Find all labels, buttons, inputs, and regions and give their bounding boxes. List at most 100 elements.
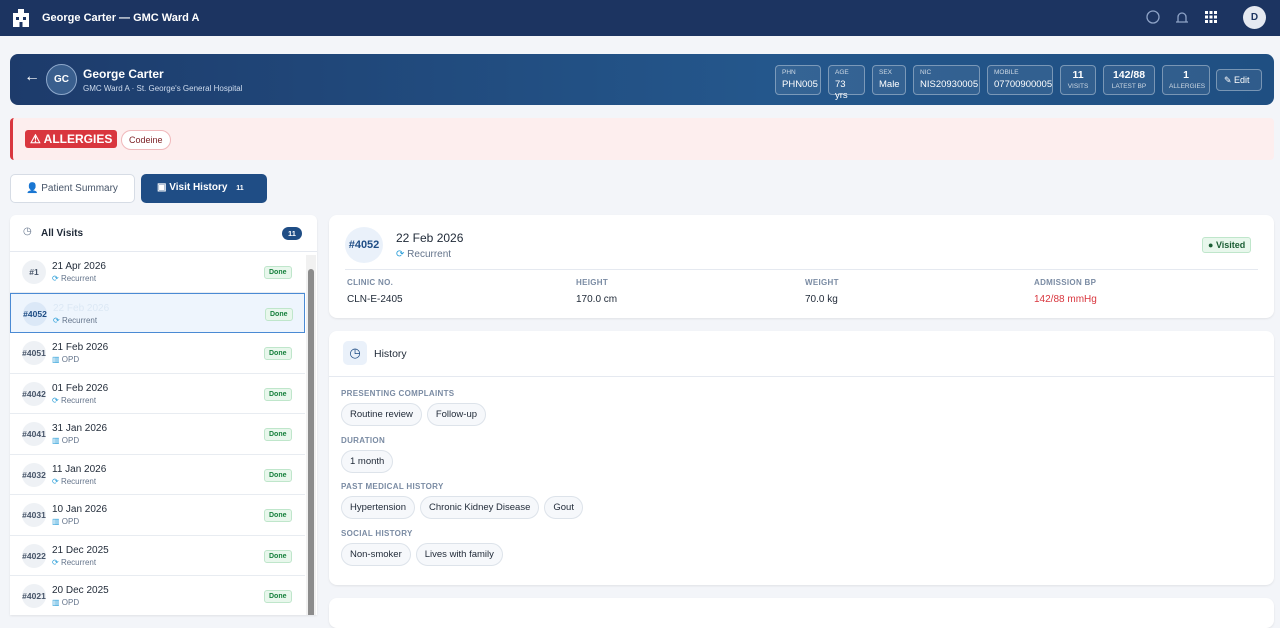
- avatar[interactable]: D: [1243, 6, 1266, 29]
- visit-row[interactable]: #4051 21 Feb 2026 ▥ OPD Done: [10, 333, 305, 374]
- kind-icon[interactable]: ▥: [52, 355, 62, 364]
- kind-icon[interactable]: ⟳: [52, 274, 61, 283]
- status-badge[interactable]: Done: [264, 428, 292, 441]
- next-card: [329, 598, 1274, 628]
- visit-id[interactable]: #1: [22, 260, 46, 284]
- kind-label[interactable]: Recurrent: [60, 557, 97, 567]
- allergy-list: Codeine: [119, 130, 171, 150]
- back-button[interactable]: ←: [24, 68, 40, 85]
- divider: [345, 269, 1258, 270]
- clock-icon: ◷: [23, 226, 32, 237]
- stat-value: 142/88: [1112, 69, 1146, 81]
- stat-label: ALLERGIES: [1169, 83, 1206, 90]
- visit-kind[interactable]: ⟳ Recurrent: [53, 316, 97, 325]
- status-badge[interactable]: Done: [264, 266, 292, 279]
- status-badge[interactable]: Done: [264, 509, 292, 522]
- tab-summary[interactable]: 👤 Patient Summary: [10, 174, 135, 203]
- visit-id[interactable]: #4021: [22, 584, 46, 608]
- visit-kind[interactable]: ⟳ Recurrent: [52, 396, 96, 405]
- patient-field: MOBILE 07700900005: [987, 65, 1053, 95]
- edit-button[interactable]: ✎ Edit: [1216, 69, 1262, 91]
- visit-date[interactable]: 31 Jan 2026: [52, 423, 108, 434]
- kind-icon[interactable]: ▥: [52, 436, 62, 445]
- visit-kind[interactable]: ▥ OPD: [52, 598, 79, 607]
- tab-history[interactable]: ▣ Visit History 11: [141, 174, 267, 203]
- visit-id[interactable]: #4051: [22, 341, 46, 365]
- field-label: NIC: [920, 69, 932, 76]
- visit-row[interactable]: #1 21 Apr 2026 ⟳ Recurrent Done: [10, 252, 305, 293]
- kind-label[interactable]: OPD: [61, 598, 80, 607]
- detail-label: CLINIC NO.: [347, 278, 394, 287]
- visit-date[interactable]: 10 Jan 2026: [52, 504, 108, 515]
- visit-row[interactable]: #4041 31 Jan 2026 ▥ OPD Done: [10, 414, 305, 455]
- visit-kind[interactable]: ▥ OPD: [52, 436, 79, 445]
- detail-label: HEIGHT: [576, 278, 609, 287]
- kind-label[interactable]: OPD: [61, 517, 80, 526]
- kind-label[interactable]: Recurrent: [61, 315, 98, 325]
- visit-id[interactable]: #4031: [22, 503, 46, 527]
- patient-stat: 11 VISITS: [1060, 65, 1096, 95]
- visit-id[interactable]: #4032: [22, 462, 46, 487]
- visit-date[interactable]: 21 Apr 2026: [52, 261, 106, 272]
- allergy-chip: Codeine: [121, 130, 171, 150]
- visit-row[interactable]: #4042 01 Feb 2026 ⟳ Recurrent Done: [10, 374, 305, 414]
- divider: [10, 251, 317, 252]
- chip: Routine review: [341, 403, 422, 426]
- edit-label[interactable]: Edit: [1234, 75, 1250, 85]
- section-label: SOCIAL HISTORY: [341, 528, 413, 538]
- status-badge[interactable]: Done: [264, 387, 292, 401]
- visit-kind[interactable]: ⟳ Recurrent: [52, 274, 96, 283]
- visit-row[interactable]: #4052 22 Feb 2026 ⟳ Recurrent Done: [10, 292, 305, 333]
- chip: Chronic Kidney Disease: [419, 496, 540, 519]
- status-badge[interactable]: Done: [265, 307, 293, 321]
- kind-icon[interactable]: ⟳: [52, 476, 61, 486]
- visit-id[interactable]: #4042: [22, 381, 46, 406]
- tab-label[interactable]: Visit History: [169, 182, 228, 193]
- tab-label[interactable]: Patient Summary: [41, 183, 118, 194]
- detail-value: 170.0 cm: [576, 294, 618, 305]
- kind-icon[interactable]: ⟳: [53, 315, 62, 325]
- status-label: Visited: [1215, 240, 1246, 250]
- visit-kind[interactable]: ▥ OPD: [52, 517, 79, 526]
- kind-label[interactable]: OPD: [61, 436, 80, 445]
- status-badge[interactable]: Done: [264, 468, 292, 482]
- tab-count[interactable]: 11: [236, 185, 244, 192]
- visit-row[interactable]: #4031 10 Jan 2026 ▥ OPD Done: [10, 495, 305, 536]
- allergy-label: ALLERGIES: [43, 132, 113, 146]
- detail-value: CLN-E-2405: [347, 294, 403, 305]
- visit-row[interactable]: #4021 20 Dec 2025 ▥ OPD Done: [10, 576, 305, 615]
- visit-date[interactable]: 20 Dec 2025: [52, 585, 109, 596]
- patient-banner: ← GC George Carter GMC Ward A · St. Geor…: [10, 54, 1274, 105]
- visit-id[interactable]: #4052: [23, 301, 47, 326]
- patient-field: SEX Male: [872, 65, 906, 95]
- visit-date[interactable]: 21 Dec 2025: [52, 544, 109, 556]
- kind-icon[interactable]: ⟳: [52, 557, 61, 567]
- visit-kind[interactable]: ⟳ Recurrent: [52, 558, 96, 567]
- section-label: DURATION: [341, 435, 386, 445]
- kind-label[interactable]: OPD: [61, 355, 80, 364]
- kind-label[interactable]: Recurrent: [60, 395, 97, 405]
- kind-icon[interactable]: ▥: [52, 598, 62, 607]
- status-badge[interactable]: Done: [264, 590, 292, 603]
- visit-id[interactable]: #4022: [22, 543, 46, 568]
- visit-date[interactable]: 01 Feb 2026: [52, 382, 109, 394]
- visit-date[interactable]: 11 Jan 2026: [52, 463, 107, 475]
- kind-label[interactable]: Recurrent: [60, 274, 97, 283]
- visit-kind[interactable]: ▥ OPD: [52, 355, 79, 364]
- visit-id[interactable]: #4041: [22, 422, 46, 446]
- kind-icon[interactable]: ▥: [52, 517, 62, 526]
- kind-label[interactable]: Recurrent: [60, 476, 97, 486]
- app-title: George Carter — GMC Ward A: [42, 12, 200, 24]
- kind-icon[interactable]: ⟳: [52, 395, 61, 405]
- visit-row[interactable]: #4022 21 Dec 2025 ⟳ Recurrent Done: [10, 536, 305, 576]
- visit-kind[interactable]: ⟳ Recurrent: [52, 477, 96, 486]
- visit-row[interactable]: #4032 11 Jan 2026 ⟳ Recurrent Done: [10, 455, 305, 495]
- field-label: AGE: [835, 69, 849, 76]
- chip: Lives with family: [415, 542, 503, 566]
- status-badge[interactable]: Done: [264, 347, 292, 360]
- top-icons[interactable]: [1146, 10, 1226, 26]
- status-badge[interactable]: Done: [264, 549, 292, 563]
- visit-date[interactable]: 22 Feb 2026: [53, 302, 110, 314]
- stat-value: 11: [1072, 69, 1084, 81]
- visit-date[interactable]: 21 Feb 2026: [52, 342, 109, 353]
